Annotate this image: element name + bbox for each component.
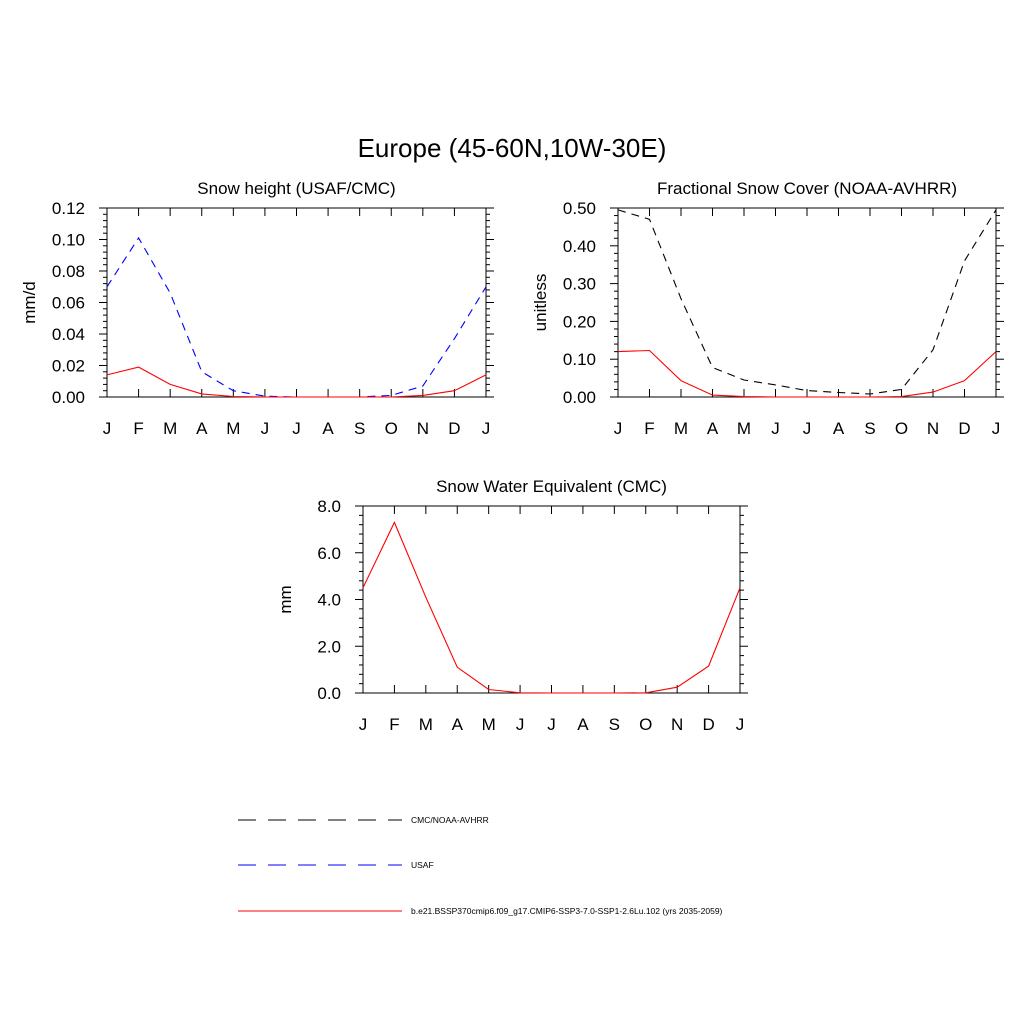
plot-frame xyxy=(362,505,741,694)
x-tick-label: O xyxy=(385,419,398,438)
y-tick-label: 0.02 xyxy=(52,357,85,376)
panel-title: Fractional Snow Cover (NOAA-AVHRR) xyxy=(657,179,957,198)
x-tick-label: A xyxy=(577,715,589,734)
x-tick-label: M xyxy=(737,419,751,438)
y-tick-label: 0.04 xyxy=(52,325,85,344)
y-tick-label: 4.0 xyxy=(317,591,341,610)
y-tick-label: 0.0 xyxy=(317,684,341,703)
x-tick-label: F xyxy=(644,419,654,438)
legend: CMC/NOAA-AVHRR USAF b.e21.BSSP370cmip6.f09… xyxy=(238,815,723,916)
series-line xyxy=(362,521,741,694)
x-tick-label: J xyxy=(803,419,812,438)
x-tick-label: J xyxy=(771,419,780,438)
y-tick-label: 0.10 xyxy=(52,231,85,250)
x-tick-label: M xyxy=(674,419,688,438)
y-tick-label: 0.20 xyxy=(563,312,596,331)
chart-panel: J F M A M J J A S O N D J0.000.100.200.300.400.50Fra… xyxy=(531,179,1004,438)
x-tick-label: J xyxy=(482,419,491,438)
chart-panel: J F M A M J J A S O N D J0.000.020.040.060.080.100.1… xyxy=(20,179,494,438)
x-tick-label: A xyxy=(322,419,334,438)
y-tick-label: 0.00 xyxy=(563,388,596,407)
x-tick-label: A xyxy=(707,419,719,438)
x-tick-label: M xyxy=(226,419,240,438)
y-axis-label: mm xyxy=(276,585,295,613)
series-line xyxy=(617,349,997,398)
x-tick-label: A xyxy=(833,419,845,438)
y-tick-label: 0.30 xyxy=(563,275,596,294)
series-line xyxy=(106,366,487,398)
x-tick-label: F xyxy=(389,715,399,734)
x-tick-label: A xyxy=(452,715,464,734)
x-tick-label: S xyxy=(609,715,620,734)
y-tick-label: 0.10 xyxy=(563,350,596,369)
x-tick-label: O xyxy=(895,419,908,438)
y-tick-label: 6.0 xyxy=(317,544,341,563)
y-axis-label: unitless xyxy=(531,274,550,332)
x-tick-label: J xyxy=(103,419,112,438)
x-tick-label: M xyxy=(419,715,433,734)
x-tick-label: D xyxy=(702,715,714,734)
x-tick-label: J xyxy=(516,715,525,734)
y-tick-label: 2.0 xyxy=(317,637,341,656)
legend-label: b.e21.BSSP370cmip6.f09_g17.CMIP6-SSP3-7.… xyxy=(411,906,723,916)
x-tick-label: M xyxy=(163,419,177,438)
y-tick-label: 0.08 xyxy=(52,262,85,281)
x-tick-label: J xyxy=(992,419,1001,438)
x-tick-label: O xyxy=(639,715,652,734)
x-tick-label: J xyxy=(261,419,270,438)
series-line xyxy=(617,209,997,395)
x-tick-label: F xyxy=(133,419,143,438)
plot-frame xyxy=(106,207,487,398)
x-tick-label: A xyxy=(196,419,208,438)
legend-label: USAF xyxy=(411,860,434,870)
series-line xyxy=(106,236,487,398)
y-tick-label: 0.40 xyxy=(563,237,596,256)
x-tick-label: S xyxy=(354,419,365,438)
x-tick-label: J xyxy=(736,715,745,734)
x-tick-label: J xyxy=(292,419,301,438)
figure-title: Europe (45-60N,10W-30E) xyxy=(358,133,667,163)
panel-title: Snow Water Equivalent (CMC) xyxy=(436,477,667,496)
y-axis-label: mm/d xyxy=(20,281,39,324)
x-tick-label: M xyxy=(482,715,496,734)
y-tick-label: 0.06 xyxy=(52,294,85,313)
y-tick-label: 0.12 xyxy=(52,199,85,218)
x-tick-label: N xyxy=(417,419,429,438)
y-tick-label: 8.0 xyxy=(317,497,341,516)
legend-label: CMC/NOAA-AVHRR xyxy=(411,815,489,825)
x-tick-label: S xyxy=(864,419,875,438)
x-tick-label: J xyxy=(614,419,623,438)
panel-title: Snow height (USAF/CMC) xyxy=(197,179,395,198)
plot-frame xyxy=(617,207,997,398)
y-tick-label: 0.50 xyxy=(563,199,596,218)
x-tick-label: D xyxy=(958,419,970,438)
x-tick-label: N xyxy=(927,419,939,438)
x-tick-label: J xyxy=(547,715,556,734)
x-tick-label: J xyxy=(359,715,368,734)
x-tick-label: N xyxy=(671,715,683,734)
y-tick-label: 0.00 xyxy=(52,388,85,407)
x-tick-label: D xyxy=(448,419,460,438)
